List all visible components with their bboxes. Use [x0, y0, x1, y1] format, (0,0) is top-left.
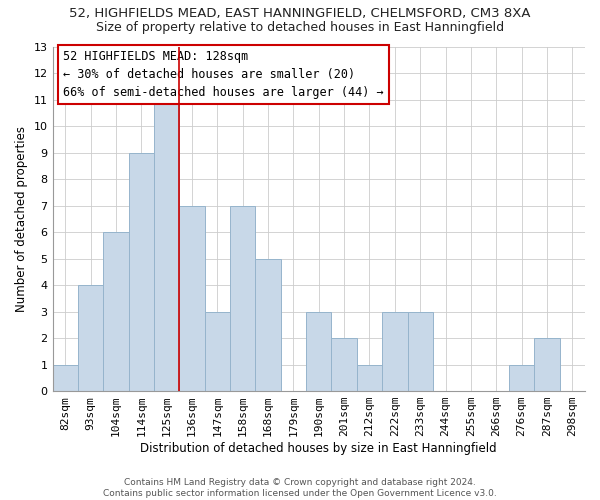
- Bar: [534, 338, 560, 391]
- Bar: [128, 152, 154, 391]
- Bar: [53, 364, 78, 391]
- Bar: [382, 312, 407, 391]
- Text: 52, HIGHFIELDS MEAD, EAST HANNINGFIELD, CHELMSFORD, CM3 8XA: 52, HIGHFIELDS MEAD, EAST HANNINGFIELD, …: [69, 8, 531, 20]
- Bar: [78, 285, 103, 391]
- Bar: [205, 312, 230, 391]
- Bar: [509, 364, 534, 391]
- Text: 52 HIGHFIELDS MEAD: 128sqm
← 30% of detached houses are smaller (20)
66% of semi: 52 HIGHFIELDS MEAD: 128sqm ← 30% of deta…: [63, 50, 384, 99]
- Bar: [230, 206, 256, 391]
- Bar: [256, 258, 281, 391]
- X-axis label: Distribution of detached houses by size in East Hanningfield: Distribution of detached houses by size …: [140, 442, 497, 455]
- Bar: [306, 312, 331, 391]
- Bar: [331, 338, 357, 391]
- Bar: [103, 232, 128, 391]
- Y-axis label: Number of detached properties: Number of detached properties: [15, 126, 28, 312]
- Bar: [357, 364, 382, 391]
- Bar: [154, 100, 179, 391]
- Bar: [407, 312, 433, 391]
- Text: Contains HM Land Registry data © Crown copyright and database right 2024.
Contai: Contains HM Land Registry data © Crown c…: [103, 478, 497, 498]
- Text: Size of property relative to detached houses in East Hanningfield: Size of property relative to detached ho…: [96, 22, 504, 35]
- Bar: [179, 206, 205, 391]
